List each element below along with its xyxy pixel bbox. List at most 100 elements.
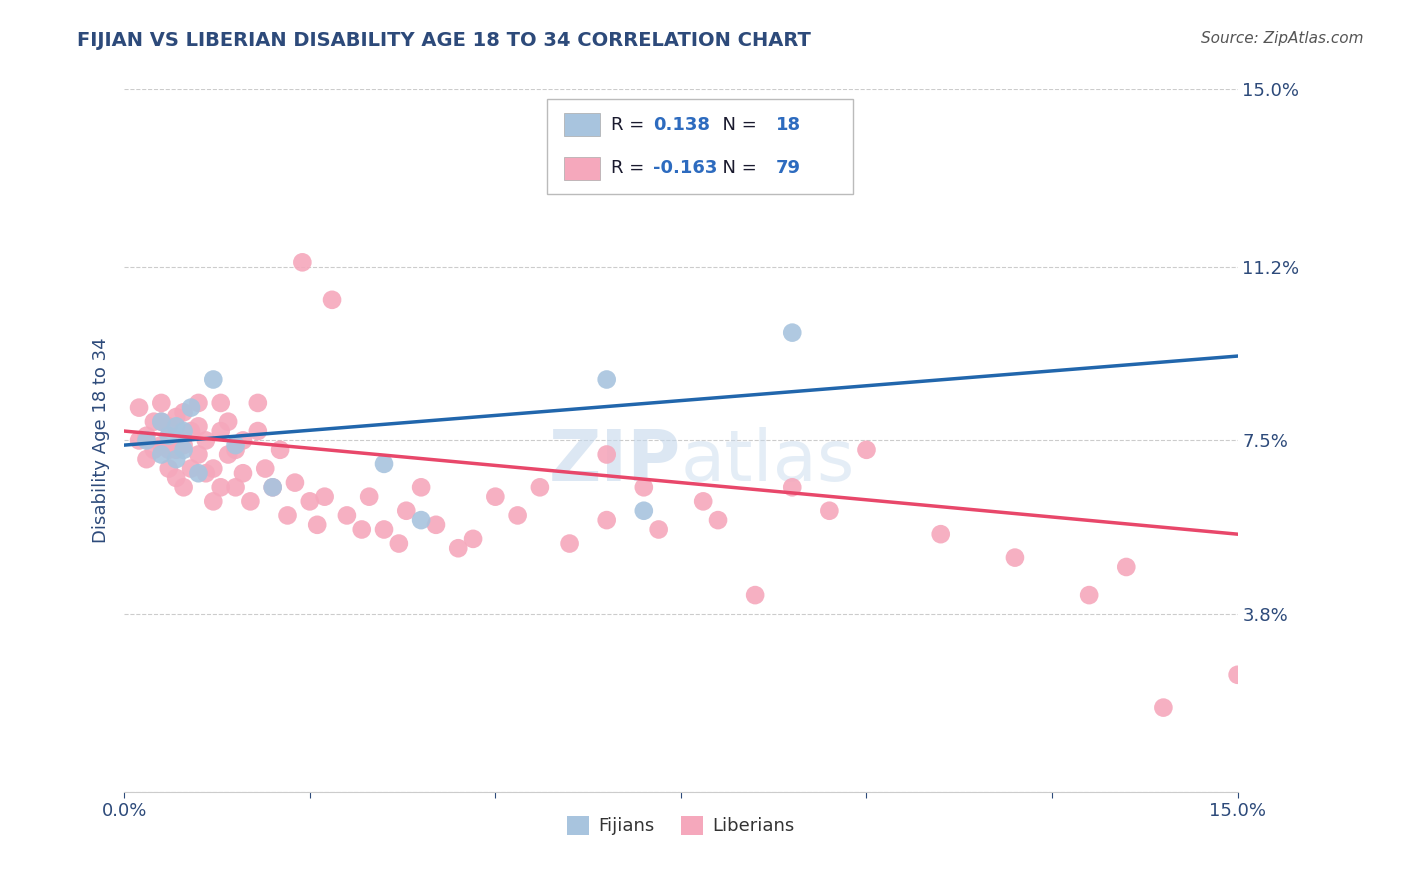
Point bbox=[157, 429, 180, 443]
Point bbox=[150, 415, 173, 429]
Point bbox=[388, 536, 411, 550]
Text: ZIP: ZIP bbox=[548, 427, 681, 496]
Point bbox=[173, 442, 195, 457]
Point bbox=[291, 255, 314, 269]
Point bbox=[276, 508, 298, 523]
Text: 0.138: 0.138 bbox=[652, 116, 710, 134]
Text: N =: N = bbox=[711, 116, 762, 134]
FancyBboxPatch shape bbox=[564, 113, 599, 136]
Text: FIJIAN VS LIBERIAN DISABILITY AGE 18 TO 34 CORRELATION CHART: FIJIAN VS LIBERIAN DISABILITY AGE 18 TO … bbox=[77, 31, 811, 50]
Point bbox=[142, 442, 165, 457]
Text: -0.163: -0.163 bbox=[652, 159, 717, 178]
Point bbox=[314, 490, 336, 504]
Point bbox=[506, 508, 529, 523]
Point bbox=[484, 490, 506, 504]
Point bbox=[596, 372, 619, 386]
Point bbox=[447, 541, 470, 556]
FancyBboxPatch shape bbox=[564, 157, 599, 179]
Text: 18: 18 bbox=[776, 116, 800, 134]
Point bbox=[232, 434, 254, 448]
Point bbox=[350, 523, 373, 537]
Point bbox=[780, 326, 803, 340]
Point bbox=[692, 494, 714, 508]
Point bbox=[707, 513, 730, 527]
Point bbox=[529, 480, 551, 494]
Point bbox=[284, 475, 307, 490]
Point bbox=[157, 442, 180, 457]
Point bbox=[1152, 700, 1174, 714]
Point bbox=[395, 504, 418, 518]
Point bbox=[180, 424, 202, 438]
Point bbox=[165, 452, 187, 467]
Text: atlas: atlas bbox=[681, 427, 855, 496]
Point bbox=[633, 480, 655, 494]
Point bbox=[262, 480, 284, 494]
Point bbox=[187, 448, 209, 462]
Point bbox=[929, 527, 952, 541]
Point bbox=[298, 494, 321, 508]
Text: N =: N = bbox=[711, 159, 762, 178]
Point bbox=[202, 372, 225, 386]
Point bbox=[173, 424, 195, 438]
Point bbox=[194, 434, 217, 448]
Point bbox=[1004, 550, 1026, 565]
Point bbox=[150, 415, 173, 429]
Point bbox=[194, 467, 217, 481]
Legend: Fijians, Liberians: Fijians, Liberians bbox=[560, 809, 801, 843]
Point bbox=[262, 480, 284, 494]
Point bbox=[225, 442, 247, 457]
Point bbox=[246, 396, 269, 410]
Point bbox=[209, 480, 232, 494]
Point bbox=[818, 504, 841, 518]
Point bbox=[780, 480, 803, 494]
Point bbox=[150, 438, 173, 452]
Point bbox=[411, 480, 433, 494]
Point bbox=[135, 452, 157, 467]
Point bbox=[135, 429, 157, 443]
Point bbox=[558, 536, 581, 550]
Text: Source: ZipAtlas.com: Source: ZipAtlas.com bbox=[1201, 31, 1364, 46]
Point bbox=[359, 490, 381, 504]
Point bbox=[307, 517, 329, 532]
Point bbox=[165, 442, 187, 457]
Point bbox=[239, 494, 262, 508]
Point bbox=[232, 467, 254, 481]
Point bbox=[321, 293, 343, 307]
Point bbox=[150, 396, 173, 410]
Text: R =: R = bbox=[610, 159, 650, 178]
Point bbox=[411, 513, 433, 527]
Point bbox=[173, 438, 195, 452]
Point bbox=[596, 448, 619, 462]
Point bbox=[336, 508, 359, 523]
Point bbox=[269, 442, 291, 457]
Point bbox=[425, 517, 447, 532]
Point bbox=[209, 396, 232, 410]
Point bbox=[217, 448, 239, 462]
Point bbox=[157, 461, 180, 475]
Point bbox=[173, 480, 195, 494]
Point bbox=[225, 480, 247, 494]
Point bbox=[596, 513, 619, 527]
Point bbox=[165, 471, 187, 485]
Point bbox=[855, 442, 877, 457]
Point bbox=[744, 588, 766, 602]
Point bbox=[173, 405, 195, 419]
Point bbox=[202, 461, 225, 475]
Point bbox=[1115, 560, 1137, 574]
Point bbox=[202, 494, 225, 508]
Point bbox=[165, 419, 187, 434]
Point bbox=[373, 457, 395, 471]
Point bbox=[246, 424, 269, 438]
Point bbox=[254, 461, 277, 475]
Point bbox=[225, 438, 247, 452]
Point bbox=[633, 504, 655, 518]
Point bbox=[142, 415, 165, 429]
Point bbox=[187, 419, 209, 434]
Point bbox=[1226, 667, 1249, 681]
Y-axis label: Disability Age 18 to 34: Disability Age 18 to 34 bbox=[93, 337, 110, 543]
Point bbox=[461, 532, 484, 546]
Point bbox=[209, 424, 232, 438]
Point bbox=[150, 448, 173, 462]
Point bbox=[1078, 588, 1101, 602]
Text: R =: R = bbox=[610, 116, 650, 134]
